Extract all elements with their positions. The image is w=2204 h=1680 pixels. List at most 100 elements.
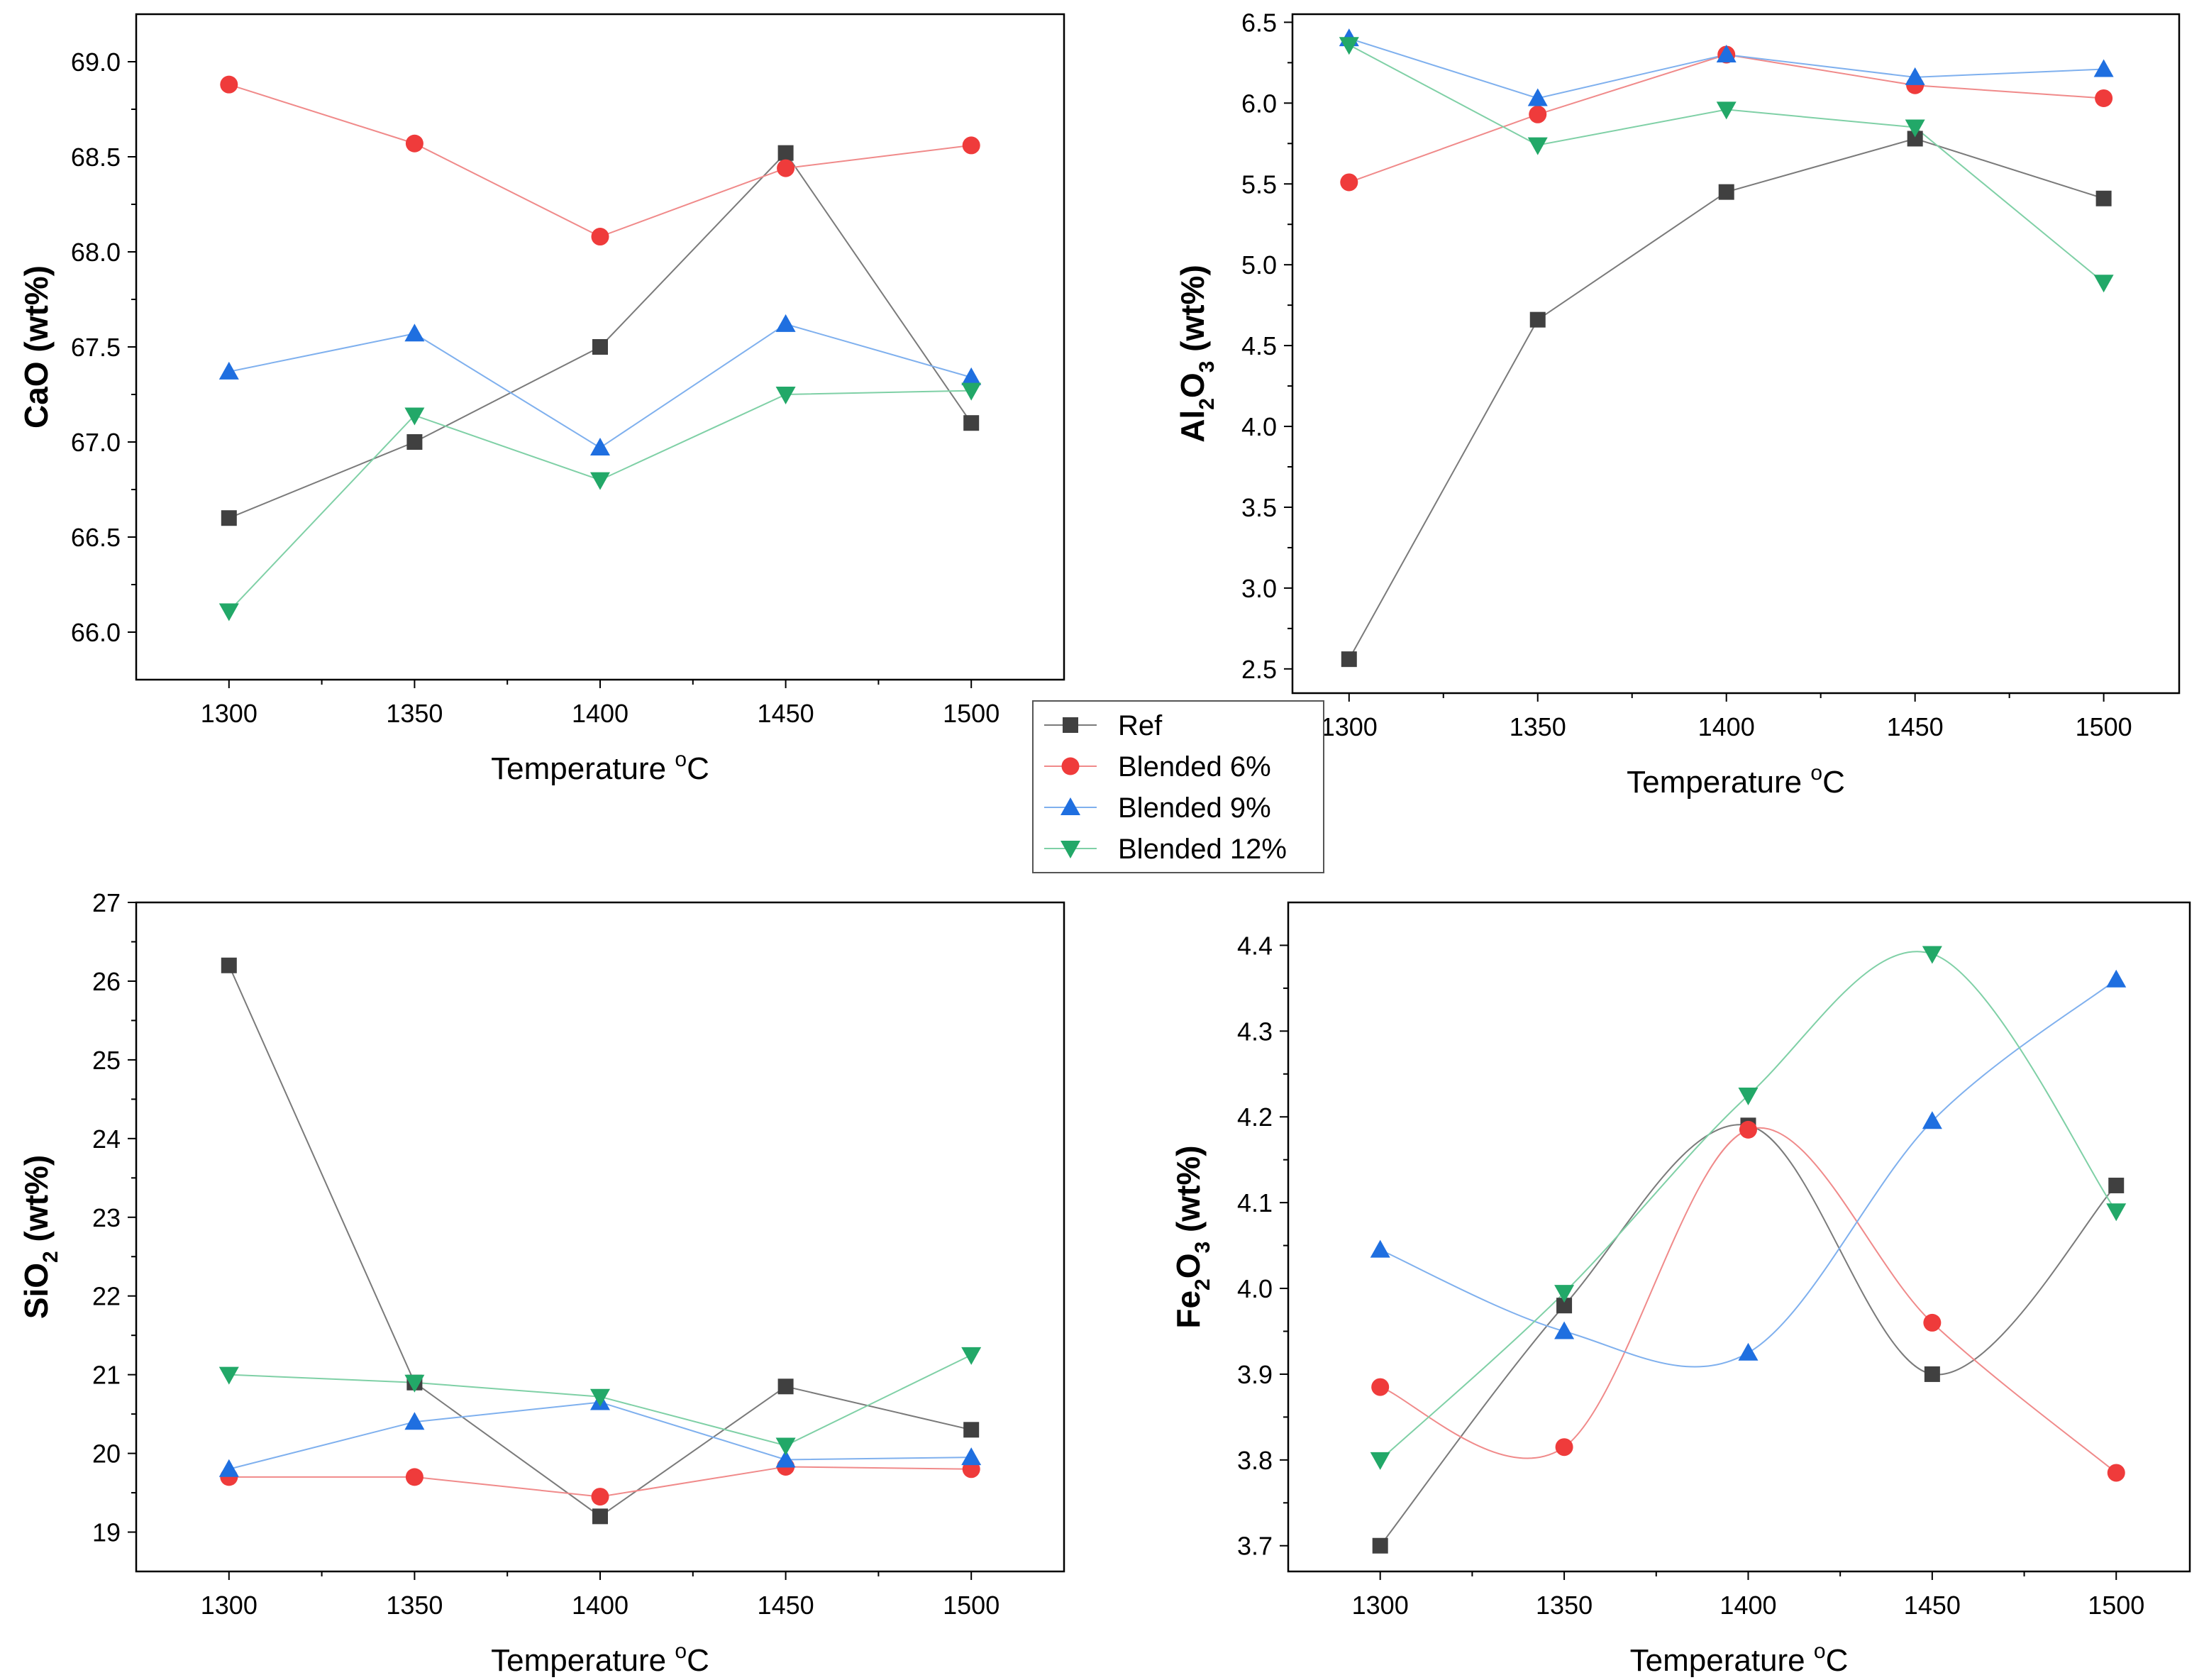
al2o3-point-blended-6- xyxy=(1340,173,1358,192)
sio2-xtick-label: 1450 xyxy=(758,1591,814,1620)
cao-point-ref xyxy=(221,510,237,526)
sio2-ytick-label: 21 xyxy=(92,1361,121,1390)
al2o3-xlabel: Temperature oC xyxy=(1627,761,1845,800)
sio2-point-ref xyxy=(221,957,237,973)
fe2o3-xtick-label: 1350 xyxy=(1536,1591,1593,1620)
panel-al2o3: 1300 1350 1400 1450 1500 2.5 3.0 3.5 4.0 4.5 5.0 5.… xyxy=(1174,8,2181,800)
sio2-point-blended-12- xyxy=(775,1437,796,1456)
sio2-point-blended-9- xyxy=(775,1449,796,1468)
cao-xtick-label: 1350 xyxy=(386,699,443,728)
al2o3-point-blended-6- xyxy=(2095,89,2113,107)
cao-point-blended-9- xyxy=(775,314,796,332)
sio2-point-blended-12- xyxy=(590,1388,610,1407)
fe2o3-xtick-label: 1400 xyxy=(1720,1591,1776,1620)
sio2-point-blended-9- xyxy=(218,1459,239,1477)
cao-ytick-label: 67.0 xyxy=(71,428,121,457)
sio2-point-blended-12- xyxy=(404,1374,425,1393)
cao-point-blended-6- xyxy=(962,136,980,155)
fe2o3-point-blended-12- xyxy=(1922,946,1942,964)
legend-marker-ref xyxy=(1063,717,1078,733)
al2o3-point-blended-9- xyxy=(2093,59,2114,77)
fe2o3-line-blended-12- xyxy=(1380,951,2117,1461)
cao-point-blended-9- xyxy=(590,438,610,456)
cao-point-blended-12- xyxy=(961,382,982,401)
cao-ylabel: CaO (wt%) xyxy=(18,265,55,429)
fe2o3-ytick-label: 3.7 xyxy=(1237,1532,1273,1561)
cao-ytick-label: 67.5 xyxy=(71,333,121,362)
legend-marker-blended-12- xyxy=(1061,841,1080,858)
al2o3-point-blended-9- xyxy=(1716,44,1737,62)
al2o3-ytick-label: 6.0 xyxy=(1241,89,1277,118)
fe2o3-point-blended-6- xyxy=(1371,1378,1390,1396)
sio2-xtick-label: 1500 xyxy=(943,1591,999,1620)
sio2-point-blended-9- xyxy=(961,1447,982,1466)
al2o3-point-blended-12- xyxy=(1905,119,1925,138)
fe2o3-xlabel: Temperature oC xyxy=(1630,1640,1849,1678)
fe2o3-line-ref xyxy=(1379,1124,2117,1547)
cao-point-blended-9- xyxy=(218,361,239,380)
legend-label-blended-9-: Blended 9% xyxy=(1118,792,1271,824)
al2o3-xtick-label: 1300 xyxy=(1321,712,1378,741)
sio2-ytick-label: 19 xyxy=(92,1518,121,1547)
al2o3-point-blended-6- xyxy=(1529,105,1547,123)
al2o3-point-blended-12- xyxy=(2093,275,2114,293)
fe2o3-xtick-label: 1450 xyxy=(1904,1591,1961,1620)
sio2-point-blended-6- xyxy=(405,1468,423,1486)
cao-xtick-label: 1500 xyxy=(943,699,999,728)
al2o3-point-ref xyxy=(1907,131,1923,147)
al2o3-ytick-label: 4.0 xyxy=(1241,412,1277,441)
sio2-line-blended-9- xyxy=(228,1401,972,1470)
sio2-xtick-label: 1400 xyxy=(572,1591,628,1620)
cao-point-blended-12- xyxy=(775,387,796,404)
fe2o3-ytick-label: 3.8 xyxy=(1237,1446,1273,1475)
al2o3-point-ref xyxy=(2095,190,2112,206)
sio2-point-blended-12- xyxy=(961,1347,982,1365)
cao-ytick-label: 68.5 xyxy=(71,143,121,172)
fe2o3-ytick-label: 4.3 xyxy=(1237,1017,1273,1046)
sio2-line-ref xyxy=(228,965,972,1518)
fe2o3-point-blended-9- xyxy=(1738,1342,1759,1361)
al2o3-xtick-label: 1500 xyxy=(2076,712,2132,741)
cao-xtick-label: 1450 xyxy=(758,699,814,728)
al2o3-ytick-label: 3.0 xyxy=(1241,574,1277,603)
fe2o3-point-ref xyxy=(1372,1537,1388,1554)
cao-point-blended-9- xyxy=(961,367,982,385)
al2o3-point-blended-12- xyxy=(1339,37,1359,55)
cao-point-blended-12- xyxy=(590,472,610,490)
sio2-ytick-label: 20 xyxy=(92,1439,121,1469)
sio2-ytick-label: 24 xyxy=(92,1124,121,1154)
sio2-xtick-label: 1350 xyxy=(386,1591,443,1620)
sio2-point-blended-12- xyxy=(218,1366,239,1385)
al2o3-ytick-label: 5.0 xyxy=(1241,250,1277,280)
legend-label-blended-12-: Blended 12% xyxy=(1118,834,1287,865)
sio2-xlabel: Temperature oC xyxy=(491,1640,709,1678)
panel-fe2o3: 1300 1350 1400 1450 1500 3.7 3.8 3.9 4.0 4.1 4.2 4.… xyxy=(1170,901,2191,1678)
sio2-point-ref xyxy=(963,1422,980,1438)
sio2-ylabel: SiO2 (wt%) xyxy=(18,1155,62,1319)
fe2o3-point-blended-12- xyxy=(2106,1203,2127,1222)
fe2o3-point-blended-9- xyxy=(1554,1321,1575,1339)
cao-point-blended-6- xyxy=(591,228,609,246)
cao-ytick-label: 66.5 xyxy=(71,523,121,552)
al2o3-point-blended-9- xyxy=(1527,88,1548,106)
sio2-ytick-label: 26 xyxy=(92,967,121,996)
cao-point-ref xyxy=(963,415,980,431)
fe2o3-point-blended-9- xyxy=(1370,1239,1390,1258)
fe2o3-point-blended-12- xyxy=(1554,1285,1575,1303)
panel-sio2: 1300 1350 1400 1450 1500 19 20 21 22 23 24 25 26 27 Te… xyxy=(18,888,1065,1678)
cao-line-blended-12- xyxy=(228,389,972,612)
sio2-ytick-label: 23 xyxy=(92,1203,121,1232)
legend-label-blended-6-: Blended 6% xyxy=(1118,751,1271,783)
al2o3-ytick-label: 3.5 xyxy=(1241,493,1277,522)
fe2o3-point-ref xyxy=(1556,1298,1573,1314)
cao-xtick-label: 1400 xyxy=(572,699,628,728)
cao-ytick-label: 68.0 xyxy=(71,238,121,267)
sio2-plot-frame xyxy=(135,901,1065,1573)
al2o3-point-blended-9- xyxy=(1905,67,1925,85)
fe2o3-point-blended-6- xyxy=(2107,1464,2125,1482)
al2o3-xtick-label: 1450 xyxy=(1887,712,1944,741)
fe2o3-point-blended-9- xyxy=(2106,969,2127,988)
al2o3-xtick-label: 1350 xyxy=(1510,712,1566,741)
cao-point-ref xyxy=(592,339,608,355)
legend-label-ref: Ref xyxy=(1118,710,1163,741)
